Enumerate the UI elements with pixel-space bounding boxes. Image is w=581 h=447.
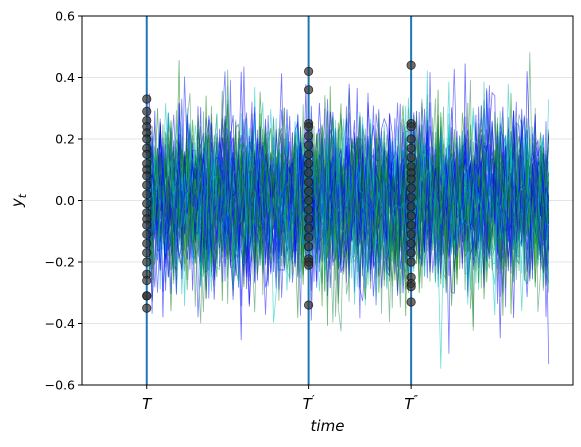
- y-ticks: −0.6 −0.4 −0.2 0.0 0.2 0.4 0.6: [45, 9, 82, 393]
- marker-point: [304, 242, 314, 252]
- x-axis-label: time: [311, 417, 345, 435]
- marker-point: [406, 220, 416, 230]
- marker-point: [304, 195, 314, 206]
- marker-point: [142, 303, 152, 313]
- marker-point: [142, 275, 152, 286]
- marker-point: [304, 177, 314, 187]
- marker-point: [304, 159, 314, 169]
- marker-point: [304, 66, 314, 76]
- marker-point: [304, 131, 314, 141]
- marker-point: [304, 85, 314, 95]
- marker-point: [304, 140, 314, 150]
- marker-point: [142, 229, 152, 239]
- marker-point: [406, 122, 416, 132]
- marker-point: [304, 122, 314, 132]
- marker-point: [142, 180, 152, 190]
- x-ticks: T T′ T″: [142, 385, 418, 413]
- marker-point: [304, 168, 314, 178]
- markers: [142, 60, 416, 313]
- x-tick-label: T″: [404, 393, 418, 413]
- series-line: [146, 106, 550, 298]
- marker-point: [304, 186, 314, 196]
- x-tick-label: T′: [303, 393, 315, 413]
- marker-point: [304, 205, 314, 215]
- x-tick-label: T: [142, 395, 153, 413]
- marker-point: [406, 152, 416, 163]
- marker-point: [406, 143, 416, 153]
- marker-point: [142, 134, 152, 144]
- y-axis-label-text: yt: [8, 193, 29, 208]
- marker-point: [142, 94, 152, 104]
- marker-point: [142, 220, 152, 230]
- marker-point: [142, 248, 152, 258]
- marker-point: [406, 134, 416, 144]
- marker-point: [406, 297, 416, 307]
- marker-point: [142, 149, 152, 159]
- marker-point: [142, 238, 152, 249]
- marker-point: [142, 257, 152, 267]
- y-tick-label: −0.2: [45, 255, 75, 270]
- y-tick-label: 0.0: [55, 193, 75, 208]
- marker-point: [406, 238, 416, 249]
- marker-point: [142, 106, 152, 116]
- series-line: [146, 95, 549, 323]
- y-tick-label: −0.6: [45, 378, 75, 393]
- marker-point: [142, 198, 152, 209]
- marker-point: [304, 260, 314, 270]
- marker-point: [406, 60, 416, 70]
- marker-point: [304, 149, 314, 159]
- marker-point: [406, 257, 416, 267]
- marker-point: [406, 174, 416, 184]
- marker-point: [142, 189, 152, 199]
- marker-point: [304, 223, 314, 233]
- y-tick-label: 0.6: [55, 9, 75, 24]
- marker-point: [304, 232, 314, 242]
- marker-point: [406, 281, 416, 292]
- marker-point: [304, 300, 314, 310]
- marker-point: [406, 211, 416, 221]
- y-tick-label: 0.4: [55, 70, 75, 85]
- marker-point: [142, 291, 152, 301]
- series-lines: [146, 52, 550, 369]
- marker-point: [406, 183, 416, 193]
- marker-point: [304, 214, 314, 224]
- marker-point: [406, 248, 416, 258]
- marker-point: [406, 229, 416, 239]
- y-axis-label: yt: [8, 193, 29, 208]
- y-tick-label: 0.2: [55, 132, 75, 147]
- marker-point: [406, 202, 416, 212]
- marker-point: [142, 171, 152, 181]
- marker-point: [406, 192, 416, 203]
- y-tick-label: −0.4: [45, 316, 75, 331]
